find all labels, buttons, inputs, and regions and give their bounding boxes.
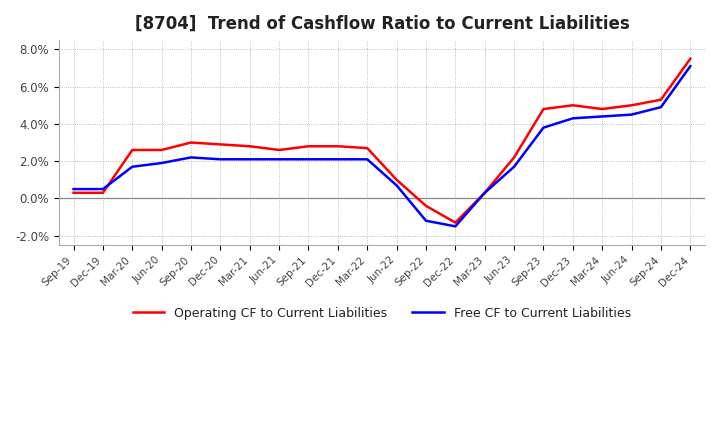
Free CF to Current Liabilities xyxy=(246,157,254,162)
Operating CF to Current Liabilities xyxy=(451,220,459,225)
Operating CF to Current Liabilities xyxy=(480,190,489,195)
Operating CF to Current Liabilities xyxy=(304,143,312,149)
Operating CF to Current Liabilities xyxy=(99,190,107,195)
Operating CF to Current Liabilities xyxy=(216,142,225,147)
Operating CF to Current Liabilities xyxy=(598,106,606,112)
Legend: Operating CF to Current Liabilities, Free CF to Current Liabilities: Operating CF to Current Liabilities, Fre… xyxy=(128,302,636,325)
Free CF to Current Liabilities xyxy=(569,116,577,121)
Operating CF to Current Liabilities xyxy=(686,56,695,61)
Operating CF to Current Liabilities xyxy=(186,140,195,145)
Free CF to Current Liabilities xyxy=(333,157,342,162)
Operating CF to Current Liabilities xyxy=(422,203,431,209)
Free CF to Current Liabilities xyxy=(422,218,431,224)
Free CF to Current Liabilities xyxy=(216,157,225,162)
Operating CF to Current Liabilities xyxy=(128,147,137,153)
Free CF to Current Liabilities xyxy=(510,164,518,169)
Operating CF to Current Liabilities xyxy=(363,146,372,151)
Operating CF to Current Liabilities xyxy=(569,103,577,108)
Operating CF to Current Liabilities xyxy=(539,106,548,112)
Operating CF to Current Liabilities xyxy=(246,143,254,149)
Operating CF to Current Liabilities xyxy=(627,103,636,108)
Free CF to Current Liabilities xyxy=(480,190,489,195)
Free CF to Current Liabilities xyxy=(598,114,606,119)
Free CF to Current Liabilities xyxy=(539,125,548,130)
Free CF to Current Liabilities xyxy=(451,224,459,229)
Operating CF to Current Liabilities xyxy=(392,177,401,183)
Free CF to Current Liabilities xyxy=(158,160,166,165)
Title: [8704]  Trend of Cashflow Ratio to Current Liabilities: [8704] Trend of Cashflow Ratio to Curren… xyxy=(135,15,629,33)
Operating CF to Current Liabilities xyxy=(510,155,518,160)
Operating CF to Current Liabilities xyxy=(158,147,166,153)
Line: Operating CF to Current Liabilities: Operating CF to Current Liabilities xyxy=(73,59,690,223)
Operating CF to Current Liabilities xyxy=(657,97,665,103)
Line: Free CF to Current Liabilities: Free CF to Current Liabilities xyxy=(73,66,690,226)
Free CF to Current Liabilities xyxy=(363,157,372,162)
Free CF to Current Liabilities xyxy=(686,63,695,69)
Free CF to Current Liabilities xyxy=(99,187,107,192)
Free CF to Current Liabilities xyxy=(304,157,312,162)
Free CF to Current Liabilities xyxy=(69,187,78,192)
Free CF to Current Liabilities xyxy=(657,105,665,110)
Free CF to Current Liabilities xyxy=(392,183,401,188)
Free CF to Current Liabilities xyxy=(186,155,195,160)
Free CF to Current Liabilities xyxy=(275,157,284,162)
Operating CF to Current Liabilities xyxy=(333,143,342,149)
Operating CF to Current Liabilities xyxy=(275,147,284,153)
Free CF to Current Liabilities xyxy=(128,164,137,169)
Free CF to Current Liabilities xyxy=(627,112,636,117)
Operating CF to Current Liabilities xyxy=(69,190,78,195)
